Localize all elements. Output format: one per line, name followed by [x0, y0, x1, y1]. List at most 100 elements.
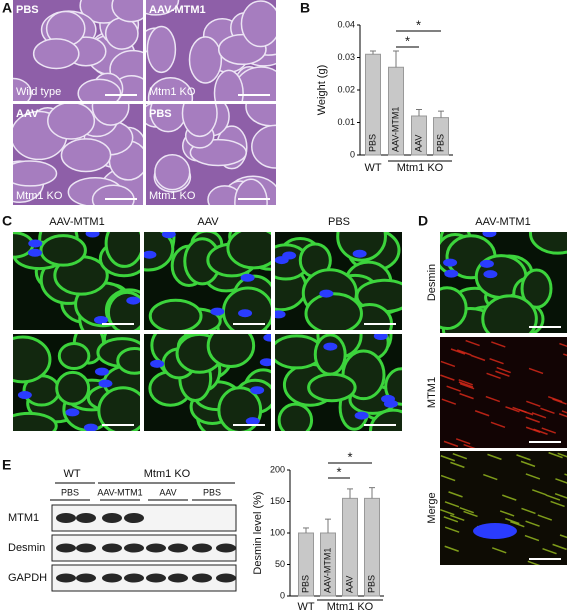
cell — [440, 286, 468, 331]
striation — [463, 510, 478, 518]
cell — [104, 232, 140, 268]
y-tick-label: 0 — [280, 590, 285, 600]
striation — [545, 494, 561, 501]
group-label: Mtm1 KO — [327, 601, 374, 613]
cell — [234, 178, 268, 205]
band — [192, 573, 212, 583]
bar-label: PBS — [367, 134, 377, 152]
striation — [552, 398, 567, 405]
striation — [559, 342, 567, 348]
bar-label: AAV — [344, 576, 354, 593]
panel-label: D — [418, 213, 428, 229]
nucleus — [245, 417, 260, 426]
band — [124, 543, 144, 553]
cell — [55, 370, 91, 406]
column-header: PBS — [328, 216, 350, 228]
micrograph — [440, 232, 567, 333]
nucleus — [126, 296, 140, 305]
cell — [146, 25, 177, 74]
cell — [154, 153, 191, 191]
row-label: MTM1 — [426, 377, 438, 408]
band — [168, 543, 188, 553]
striation — [561, 410, 567, 414]
group-label: Mtm1 KO — [397, 162, 444, 174]
cell — [307, 372, 357, 403]
striation — [489, 358, 504, 365]
striation — [440, 474, 456, 482]
y-tick-label: 200 — [270, 464, 285, 474]
striation — [440, 374, 455, 381]
cell — [226, 232, 271, 270]
band — [76, 513, 96, 523]
nucleus — [443, 258, 458, 267]
image-label: AAV — [16, 108, 39, 120]
image-label: PBS — [16, 4, 39, 16]
band — [146, 573, 166, 583]
striation — [444, 526, 460, 533]
striation — [450, 348, 466, 355]
striation — [547, 395, 563, 403]
cell — [181, 104, 218, 138]
band — [76, 543, 96, 553]
nucleus — [144, 250, 157, 259]
cell — [97, 386, 140, 431]
y-tick-label: 150 — [270, 496, 285, 506]
nucleus — [28, 239, 43, 248]
nucleus — [354, 411, 369, 420]
striation — [531, 412, 547, 419]
striation — [485, 395, 501, 403]
y-axis-label: Desmin level (%) — [252, 491, 264, 574]
nucleus — [479, 259, 494, 268]
band — [168, 573, 188, 583]
group-label: WT — [297, 601, 314, 613]
striation — [550, 500, 565, 508]
striation — [470, 354, 486, 362]
group-label: WT — [364, 162, 381, 174]
striation — [443, 516, 459, 523]
striation — [510, 520, 525, 528]
micrograph — [440, 451, 567, 565]
cell — [188, 36, 223, 84]
nucleus — [352, 249, 367, 258]
bar-label: AAV-MTM1 — [390, 107, 400, 152]
micrograph-bg — [440, 337, 567, 448]
cell — [144, 232, 175, 272]
striation — [558, 413, 567, 418]
micrograph — [146, 104, 276, 205]
y-tick-label: 50 — [275, 559, 285, 569]
micrograph — [146, 0, 276, 101]
striation — [455, 438, 471, 445]
nucleus — [473, 523, 517, 539]
striation — [483, 473, 498, 481]
micrograph — [13, 334, 140, 431]
cell — [304, 292, 363, 330]
group-label: WT — [63, 468, 80, 480]
micrograph — [275, 232, 402, 330]
nucleus — [483, 270, 498, 279]
blot-row-label: GAPDH — [8, 572, 47, 584]
striation — [490, 421, 506, 428]
cell — [111, 0, 143, 23]
striation — [525, 416, 540, 423]
lane-label: AAV — [159, 487, 176, 497]
striation — [449, 514, 465, 522]
striation — [452, 452, 468, 460]
band — [192, 543, 212, 553]
band — [216, 543, 236, 553]
y-tick-label: 0.03 — [337, 52, 355, 62]
striation — [440, 508, 455, 516]
cell — [60, 138, 112, 173]
nucleus — [83, 423, 98, 431]
striation — [441, 398, 457, 405]
lane-label: PBS — [61, 487, 79, 497]
micrograph — [144, 232, 271, 330]
column-header: AAV — [197, 216, 219, 228]
striation — [448, 491, 463, 498]
significance-star: * — [336, 464, 341, 479]
striation — [443, 440, 459, 448]
striation — [564, 473, 567, 476]
striation — [440, 360, 456, 368]
striation — [444, 501, 460, 508]
striation — [444, 545, 459, 552]
row-label: Merge — [426, 492, 438, 523]
